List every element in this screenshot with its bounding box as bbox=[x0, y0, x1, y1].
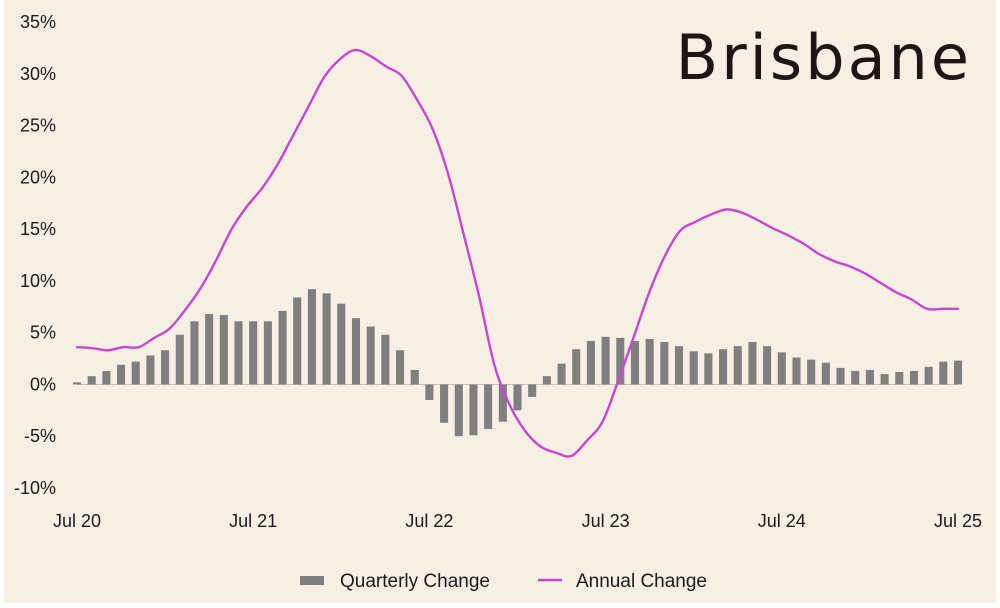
quarterly-change-bar bbox=[645, 338, 654, 385]
quarterly-change-bar bbox=[425, 384, 434, 400]
quarterly-change-bar bbox=[704, 353, 713, 385]
quarterly-change-bar bbox=[807, 359, 816, 385]
quarterly-change-bar bbox=[117, 364, 126, 385]
y-tick-label: 25% bbox=[20, 116, 56, 136]
quarterly-change-bar bbox=[175, 334, 184, 385]
y-tick-label: 0% bbox=[30, 374, 56, 394]
quarterly-change-bar bbox=[293, 297, 302, 385]
quarterly-change-bar bbox=[748, 341, 757, 385]
quarterly-change-bar bbox=[366, 326, 375, 385]
x-axis-tick-labels: Jul 20 Jul 21 Jul 22 Jul 23 Jul 24 Jul 25 bbox=[53, 511, 982, 531]
quarterly-change-bar bbox=[616, 337, 625, 385]
quarterly-change-bar bbox=[851, 370, 860, 385]
quarterly-change-bar bbox=[660, 341, 669, 385]
quarterly-change-bar bbox=[763, 346, 772, 385]
y-tick-label: 30% bbox=[20, 64, 56, 84]
x-tick-label: Jul 22 bbox=[405, 511, 453, 531]
legend-label-quarterly: Quarterly Change bbox=[340, 571, 490, 592]
quarterly-change-bar bbox=[161, 350, 170, 385]
quarterly-change-bar bbox=[865, 369, 874, 385]
quarterly-change-bar bbox=[322, 293, 331, 385]
quarterly-change-bar bbox=[542, 376, 551, 385]
quarterly-change-bar bbox=[102, 370, 111, 385]
quarterly-change-bar bbox=[528, 384, 537, 397]
quarterly-change-bar bbox=[146, 355, 155, 385]
quarterly-change-bar bbox=[939, 361, 948, 385]
x-tick-label: Jul 24 bbox=[758, 511, 806, 531]
quarterly-change-bar bbox=[278, 310, 287, 385]
quarterly-change-bar bbox=[674, 346, 684, 385]
quarterly-change-bar bbox=[572, 349, 581, 385]
quarterly-change-bar bbox=[87, 376, 96, 385]
quarterly-change-bar bbox=[557, 363, 566, 385]
quarterly-change-bar bbox=[498, 384, 507, 422]
legend-swatch-quarterly bbox=[300, 576, 324, 585]
y-tick-label: 5% bbox=[30, 323, 56, 343]
quarterly-change-bar bbox=[381, 334, 390, 385]
quarterly-change-bar bbox=[909, 370, 918, 385]
quarterly-change-bar bbox=[924, 366, 933, 385]
quarterly-change-bar bbox=[395, 350, 405, 385]
quarterly-change-bar bbox=[469, 384, 478, 436]
chart-container: Brisbane 35% 30% 25% 20% 15% 10% 5% 0% -5% -10% J… bbox=[4, 0, 996, 603]
quarterly-change-bar bbox=[895, 372, 904, 385]
quarterly-change-bar bbox=[484, 384, 493, 429]
quarterly-change-bar bbox=[337, 303, 346, 385]
quarterly-change-bar bbox=[219, 315, 228, 385]
y-tick-label: 35% bbox=[20, 12, 56, 32]
quarterly-change-bar bbox=[601, 336, 610, 385]
quarterly-change-bar bbox=[513, 384, 522, 411]
y-tick-label: 10% bbox=[20, 271, 56, 291]
quarterly-change-bar bbox=[249, 321, 258, 385]
quarterly-change-bar bbox=[72, 382, 82, 385]
x-tick-label: Jul 25 bbox=[934, 511, 982, 531]
quarterly-change-bar bbox=[205, 314, 214, 385]
quarterly-change-bar bbox=[821, 362, 830, 385]
quarterly-change-bar bbox=[733, 346, 742, 385]
quarterly-change-bar bbox=[454, 384, 463, 437]
quarterly-change-bar bbox=[190, 321, 199, 385]
y-axis-tick-labels: 35% 30% 25% 20% 15% 10% 5% 0% -5% -10% bbox=[14, 12, 56, 498]
x-tick-label: Jul 23 bbox=[582, 511, 630, 531]
y-tick-label: 20% bbox=[20, 167, 56, 187]
x-tick-label: Jul 21 bbox=[229, 511, 277, 531]
legend: Quarterly Change Annual Change bbox=[300, 571, 707, 592]
chart-title: Brisbane bbox=[676, 21, 972, 94]
quarterly-change-bar bbox=[131, 361, 140, 385]
x-tick-label: Jul 20 bbox=[53, 511, 101, 531]
y-tick-label: -10% bbox=[14, 478, 56, 498]
quarterly-change-bars bbox=[72, 289, 963, 437]
quarterly-change-bar bbox=[410, 369, 419, 385]
quarterly-change-bar bbox=[263, 321, 272, 385]
quarterly-change-bar bbox=[586, 340, 595, 385]
quarterly-change-bar bbox=[689, 351, 698, 385]
quarterly-change-bar bbox=[836, 367, 845, 385]
annual-change-line bbox=[75, 48, 960, 458]
quarterly-change-bar bbox=[351, 318, 361, 385]
quarterly-change-bar bbox=[719, 349, 728, 385]
quarterly-change-bar bbox=[777, 352, 786, 385]
y-tick-label: -5% bbox=[24, 426, 56, 446]
quarterly-change-bar bbox=[792, 357, 801, 385]
legend-label-annual: Annual Change bbox=[576, 571, 707, 592]
quarterly-change-bar bbox=[880, 374, 889, 385]
chart-svg: Brisbane 35% 30% 25% 20% 15% 10% 5% 0% -5% -10% J… bbox=[14, 12, 982, 592]
y-tick-label: 15% bbox=[20, 219, 56, 239]
quarterly-change-bar bbox=[953, 360, 963, 385]
quarterly-change-bar bbox=[630, 340, 640, 385]
quarterly-change-bar bbox=[440, 384, 449, 423]
quarterly-change-bar bbox=[307, 289, 316, 385]
quarterly-change-bar bbox=[234, 321, 243, 385]
